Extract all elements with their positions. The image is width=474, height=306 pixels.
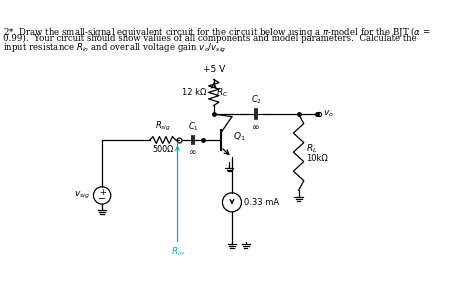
Text: 0.99).  Your circuit should show values of all components and model parameters. : 0.99). Your circuit should show values o… xyxy=(2,34,416,43)
Text: $C_1$: $C_1$ xyxy=(188,121,199,133)
Text: $Q_1$: $Q_1$ xyxy=(233,130,246,143)
Text: $R_C$: $R_C$ xyxy=(216,86,228,99)
Text: 12 kΩ: 12 kΩ xyxy=(182,88,206,97)
Text: $R_{sig}$: $R_{sig}$ xyxy=(155,120,171,133)
Text: +: + xyxy=(99,188,106,197)
Text: +5 V: +5 V xyxy=(203,65,225,74)
Text: ∞: ∞ xyxy=(253,123,260,132)
Text: $v_o$: $v_o$ xyxy=(323,109,334,119)
Text: 500Ω: 500Ω xyxy=(152,145,173,154)
Text: 2*. Draw the small-signal equivalent circuit for the circuit below using a $\pi$: 2*. Draw the small-signal equivalent cir… xyxy=(2,25,430,39)
Text: $R_L$: $R_L$ xyxy=(306,142,318,155)
Text: 0.33 mA: 0.33 mA xyxy=(244,198,279,207)
Text: $R_{in}$: $R_{in}$ xyxy=(171,246,184,258)
Text: input resistance $R_{in}$ and overall voltage gain $v_o/v_{sig}$: input resistance $R_{in}$ and overall vo… xyxy=(2,42,226,55)
Text: $v_{sig}$: $v_{sig}$ xyxy=(74,190,90,201)
Text: −: − xyxy=(98,194,106,204)
Text: 10kΩ: 10kΩ xyxy=(306,154,328,163)
Text: ∞: ∞ xyxy=(189,148,197,157)
Text: $C_2$: $C_2$ xyxy=(251,94,262,106)
